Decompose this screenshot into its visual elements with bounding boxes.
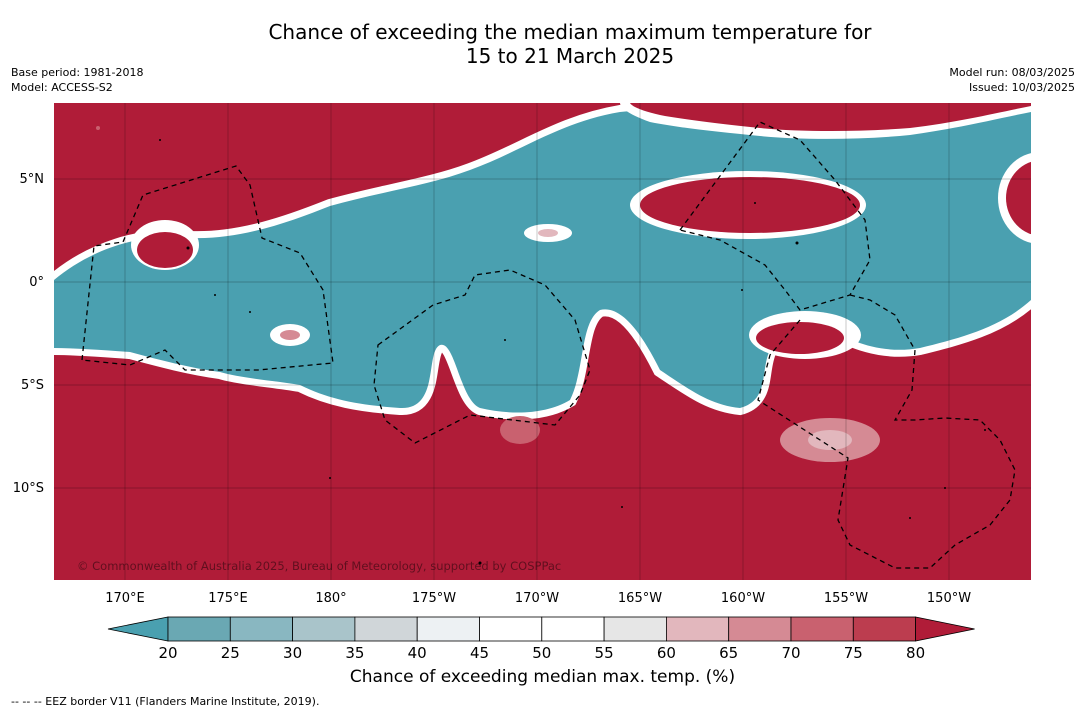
lon-label: 170°E bbox=[105, 591, 145, 606]
colorbar-tick-label: 35 bbox=[345, 644, 364, 662]
lon-label: 165°W bbox=[618, 591, 662, 606]
islands bbox=[96, 126, 986, 565]
base-period: Base period: 1981-2018 bbox=[11, 66, 144, 79]
meta-right: Model run: 08/03/2025 Issued: 10/03/2025 bbox=[949, 65, 1075, 95]
colorbar-tick-label: 45 bbox=[470, 644, 489, 662]
colorbar-tick-label: 30 bbox=[283, 644, 302, 662]
lat-label: 5°S bbox=[21, 378, 44, 393]
colorbar-tick-label: 55 bbox=[595, 644, 614, 662]
colorbar-tick-label: 60 bbox=[657, 644, 676, 662]
map-title: Chance of exceeding the median maximum t… bbox=[0, 20, 1085, 68]
colorbar-swatch bbox=[416, 616, 480, 642]
lon-label: 160°W bbox=[721, 591, 765, 606]
model-name: Model: ACCESS-S2 bbox=[11, 81, 113, 94]
colorbar-title: Chance of exceeding median max. temp. (%… bbox=[349, 667, 736, 687]
lat-label: 10°S bbox=[13, 481, 44, 496]
above-median-patch-top bbox=[630, 103, 1031, 131]
eez-borders bbox=[81, 121, 1016, 569]
lon-label: 155°W bbox=[824, 591, 868, 606]
colorbar-swatch bbox=[541, 616, 605, 642]
colorbar-tick-label: 20 bbox=[158, 644, 177, 662]
colorbar-tick-label: 25 bbox=[221, 644, 240, 662]
colorbar-swatch bbox=[666, 616, 730, 642]
above-median-patch-west bbox=[137, 232, 193, 268]
map-area: © Commonwealth of Australia 2025, Bureau… bbox=[54, 103, 1031, 580]
colorbar: 20 25 30 35 40 45 50 55 60 65 70 75 80 bbox=[107, 616, 975, 662]
colorbar-arrow-high bbox=[915, 616, 975, 642]
model-run: Model run: 08/03/2025 bbox=[949, 66, 1075, 79]
colorbar-swatch bbox=[852, 616, 916, 642]
lon-label: 175°W bbox=[412, 591, 456, 606]
colorbar-swatch bbox=[229, 616, 294, 642]
colorbar-tick-label: 75 bbox=[844, 644, 863, 662]
colorbar-swatch bbox=[479, 616, 543, 642]
lat-label: 5°N bbox=[20, 172, 45, 187]
lon-label: 180° bbox=[315, 591, 346, 606]
colorbar-swatch bbox=[292, 616, 356, 642]
above-median-island-north bbox=[640, 177, 860, 233]
issued-date: Issued: 10/03/2025 bbox=[968, 81, 1075, 94]
above-median-patch-northeast bbox=[1006, 161, 1031, 235]
colorbar-tick-label: 40 bbox=[408, 644, 427, 662]
copyright: © Commonwealth of Australia 2025, Bureau… bbox=[77, 559, 561, 573]
title-line-1: Chance of exceeding the median maximum t… bbox=[268, 20, 872, 44]
title-line-2: 15 to 21 March 2025 bbox=[465, 44, 675, 68]
lon-label: 170°W bbox=[515, 591, 559, 606]
eez-footnote: -- -- -- EEZ border V11 (Flanders Marine… bbox=[11, 695, 320, 708]
latitude-labels: 5°N 0° 5°S 10°S bbox=[13, 172, 44, 496]
colorbar-swatch bbox=[728, 616, 792, 642]
longitude-labels: 170°E 175°E 180° 175°W 170°W 165°W 160°W… bbox=[105, 591, 971, 606]
colorbar-swatch bbox=[790, 616, 854, 642]
lon-label: 175°E bbox=[208, 591, 248, 606]
colorbar-swatch bbox=[354, 616, 418, 642]
graticule bbox=[54, 103, 1031, 580]
lon-label: 150°W bbox=[927, 591, 971, 606]
colorbar-tick-label: 65 bbox=[719, 644, 738, 662]
colorbar-tick-label: 70 bbox=[781, 644, 800, 662]
colorbar-tick-label: 50 bbox=[532, 644, 551, 662]
colorbar-swatch bbox=[603, 616, 667, 642]
colorbar-swatch bbox=[167, 616, 231, 642]
colorbar-arrow-low bbox=[107, 616, 169, 642]
above-median-patch-east bbox=[756, 322, 844, 354]
lat-label: 0° bbox=[29, 275, 44, 290]
colorbar-tick-label: 80 bbox=[906, 644, 925, 662]
meta-left: Base period: 1981-2018 Model: ACCESS-S2 bbox=[11, 65, 143, 95]
